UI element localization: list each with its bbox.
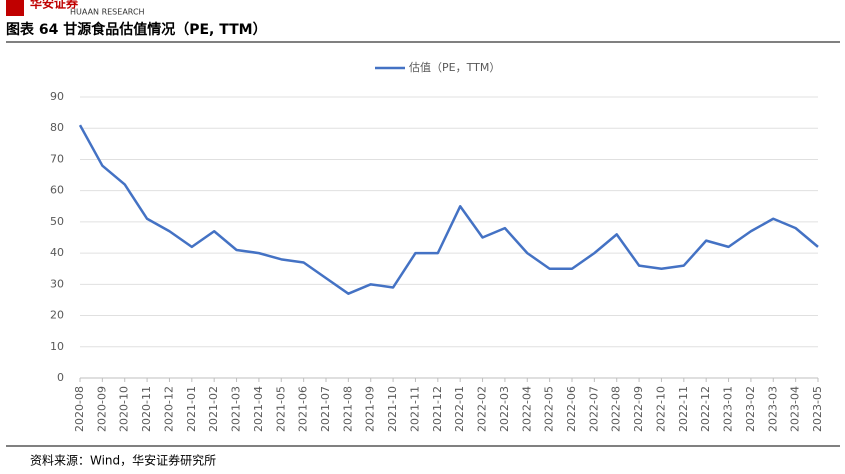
x-tick-label: 2020-08	[73, 386, 86, 432]
x-tick-label: 2021-07	[319, 386, 332, 432]
logo	[6, 0, 24, 16]
y-tick-label: 80	[50, 121, 64, 134]
x-tick-label: 2020-10	[118, 386, 131, 432]
y-tick-label: 40	[50, 246, 64, 259]
x-tick-label: 2022-07	[587, 386, 600, 432]
x-tick-label: 2021-05	[274, 386, 287, 432]
y-tick-label: 10	[50, 340, 64, 353]
x-tick-label: 2021-04	[252, 386, 265, 432]
x-tick-label: 2020-11	[140, 386, 153, 432]
x-tick-label: 2023-01	[722, 386, 735, 432]
y-tick-label: 50	[50, 215, 64, 228]
x-tick-label: 2021-09	[364, 386, 377, 432]
line	[78, 124, 819, 295]
brand: 华安证券	[30, 0, 79, 11]
x-tick-label: 2022-09	[632, 386, 645, 432]
x-tick-label: 2021-06	[297, 386, 310, 432]
x-tick-label: 2023-05	[811, 386, 824, 432]
x-tick-label: 2022-02	[476, 386, 489, 432]
source: 资料来源：Wind，华安证券研究所	[30, 453, 216, 468]
x-tick-label: 2021-03	[230, 386, 243, 432]
x-tick-label: 2021-12	[431, 386, 444, 432]
x-tick-label: 2022-06	[565, 386, 578, 432]
x-tick-label: 2023-04	[789, 386, 802, 432]
x-tick-label: 2021-10	[386, 386, 399, 432]
y-tick-label: 20	[50, 309, 64, 322]
y-tick-label: 60	[50, 184, 64, 197]
x-tick-label: 2021-11	[408, 386, 421, 432]
x-tick-label: 2022-11	[677, 386, 690, 432]
x-tick-label: 2022-01	[453, 386, 466, 432]
x-tick-label: 2023-03	[766, 386, 779, 432]
y-tick-label: 0	[57, 371, 64, 384]
brand-en: HUAAN RESEARCH	[70, 8, 145, 17]
x-tick-label: 2020-09	[95, 386, 108, 432]
x-tick-label: 2022-08	[610, 386, 623, 432]
x-tick-label: 2020-12	[162, 386, 175, 432]
x-tick-label: 2023-02	[744, 386, 757, 432]
x-tick-label: 2021-08	[341, 386, 354, 432]
y-tick-label: 70	[50, 152, 64, 165]
x-tick-label: 2022-04	[520, 386, 533, 432]
x-tick-label: 2021-01	[185, 386, 198, 432]
x-tick-label: 2021-02	[207, 386, 220, 432]
y-tick-label: 30	[50, 277, 64, 290]
x-tick-label: 2022-03	[498, 386, 511, 432]
x-tick-label: 2022-10	[654, 386, 667, 432]
x-tick-label: 2022-12	[699, 386, 712, 432]
chart-title: 图表 64 甘源食品估值情况（PE, TTM）	[6, 21, 267, 38]
x-tick-label: 2022-05	[543, 386, 556, 432]
legend-label: 估值（PE，TTM）	[409, 61, 500, 74]
y-tick-label: 90	[50, 90, 64, 103]
